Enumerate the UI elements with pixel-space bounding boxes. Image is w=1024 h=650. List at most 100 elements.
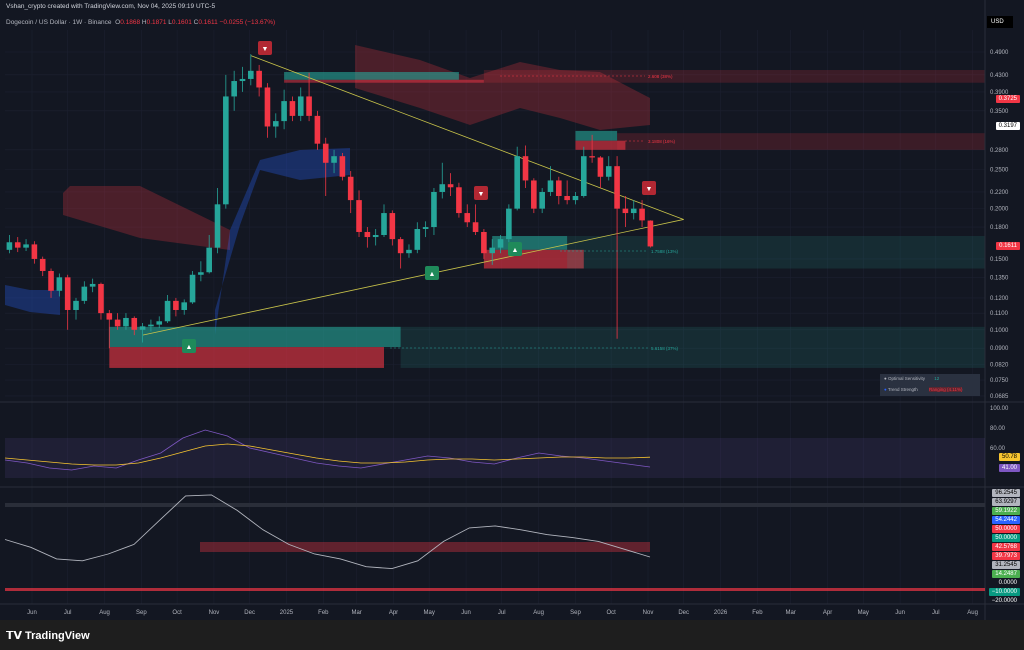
tradingview-logo[interactable]: 𝗧𝗩 TradingView [6,629,90,643]
currency-button[interactable]: USD [987,16,1013,28]
price-tick-label: 0.4300 [990,73,1009,79]
candle-body [397,239,404,254]
candle-body [580,156,587,196]
time-tick-label: Dec [678,610,689,616]
rsi-ma-tag: 50.78 [998,453,1020,461]
footer: 𝗧𝗩 TradingView [0,620,1024,650]
time-tick-label: Nov [643,610,654,616]
time-tick-label: Jul [64,610,72,616]
candle-body [56,277,63,291]
candle-body [23,244,29,248]
candle-body [472,222,479,232]
buy-signal-marker: ▲ [425,266,439,280]
blue-cloud-ribbon [215,148,350,335]
candle-body [39,258,46,271]
rsi-band [5,438,985,478]
time-tick-label: Dec [244,610,255,616]
rsi-panel: 100.00 80.00 60.00 [4,406,1009,471]
candle-body [364,231,371,238]
trend-strength-icon: ● [884,387,887,392]
candle-body [497,239,504,248]
svg-text:▲: ▲ [512,247,519,254]
candle-body [389,213,396,240]
candle-body [639,208,645,221]
candle-body [381,213,387,236]
zone [109,326,401,348]
price-chart[interactable]: ▼ ▼ ▼ ▲ ▲ ▲ 2.608 (38%) 3.1808 (16%) 1.7… [0,0,1024,620]
rsi-ma-line [4,443,651,466]
candle-body [289,101,296,116]
candle-body [514,156,520,209]
target-annotations: 2.608 (38%) 3.1808 (16%) 1.7588 (13%) 5.… [390,74,679,351]
candle-body [281,101,287,122]
candle-body [464,213,471,223]
zone [483,70,985,83]
oscillator-value-tag: −20.0000 [991,598,1017,604]
chart-window: Vshan_crypto created with TradingView.co… [0,0,1024,620]
open-value: 0.1868 [120,19,141,26]
symbol-title[interactable]: Dogecoin / US Dollar · 1W · Binance [6,19,112,26]
candle-body [356,200,362,232]
time-tick-label: Feb [318,610,329,616]
rsi-tick-label: 100.00 [990,406,1009,412]
tradingview-logo-icon: 𝗧𝗩 [6,630,23,642]
oscillator-value-tag: 50.0000 [992,534,1020,542]
candle-body [531,180,537,209]
candle-body [256,70,262,88]
low-label: L [168,19,172,26]
rsi-tick-label: 80.00 [990,426,1006,432]
time-tick-label: Mar [786,610,796,616]
candle-body [547,180,554,192]
candle-body [431,191,437,228]
candle-body [64,277,71,310]
trend-bar [5,503,985,507]
candle-body [456,187,462,214]
zone [567,236,985,269]
oscillator-value-tag: 54.2442 [992,516,1020,524]
supply-demand-zones [109,70,985,368]
indicator-legend: ● Optimal Sensitivity 12 ● Trend Strengt… [880,374,980,396]
high-label: H [141,19,147,26]
candle-body [239,78,246,82]
rsi-value-tag: 41.00 [998,464,1020,472]
red-cloud-ribbon [63,186,230,250]
zone [400,326,985,368]
candle-body [89,283,96,287]
trend-bar [5,588,985,591]
candle-body [81,286,88,301]
open-label: O [115,19,121,26]
candle-body [272,121,279,127]
candle-body [439,184,446,192]
symbol-ohlc-line: Dogecoin / US Dollar · 1W · Binance O0.1… [6,19,275,26]
candle-body [131,317,138,330]
price-tick-label: 0.2800 [990,148,1009,154]
rsi-tick-label: 60.00 [990,446,1006,452]
time-tick-label: Aug [99,610,110,616]
candle-body [489,247,496,254]
price-tick-label: 0.1000 [990,328,1009,334]
time-tick-label: Oct [172,610,182,616]
oscillator-value-tag: 50.0000 [992,525,1020,533]
candle-body [614,166,620,209]
candle-body [331,156,337,163]
candle-body [339,156,346,177]
price-tick-label: 0.2200 [990,190,1009,196]
price-tick-label: 0.1200 [990,296,1009,302]
svg-text:▼: ▼ [262,46,269,53]
candles [6,54,654,349]
oscillator-value-tag: 59.1922 [992,507,1020,515]
candle-body [564,195,570,201]
candle-body [48,270,54,291]
zone [109,347,384,368]
time-tick-label: Oct [606,610,616,616]
close-label: C [193,19,199,26]
change-value: −0.0255 (−13.67%) [219,19,276,26]
grid [5,30,985,604]
signal-markers: ▼ ▼ ▼ ▲ ▲ ▲ [182,41,656,353]
candle-body [447,184,454,188]
price-axis: 0.4900 0.4300 0.3900 0.3500 0.2800 0.2500 0.22… [990,50,1009,400]
candle-body [14,242,21,248]
candle-body [173,300,179,310]
buy-signal-marker: ▲ [182,339,196,353]
candle-body [297,96,304,116]
